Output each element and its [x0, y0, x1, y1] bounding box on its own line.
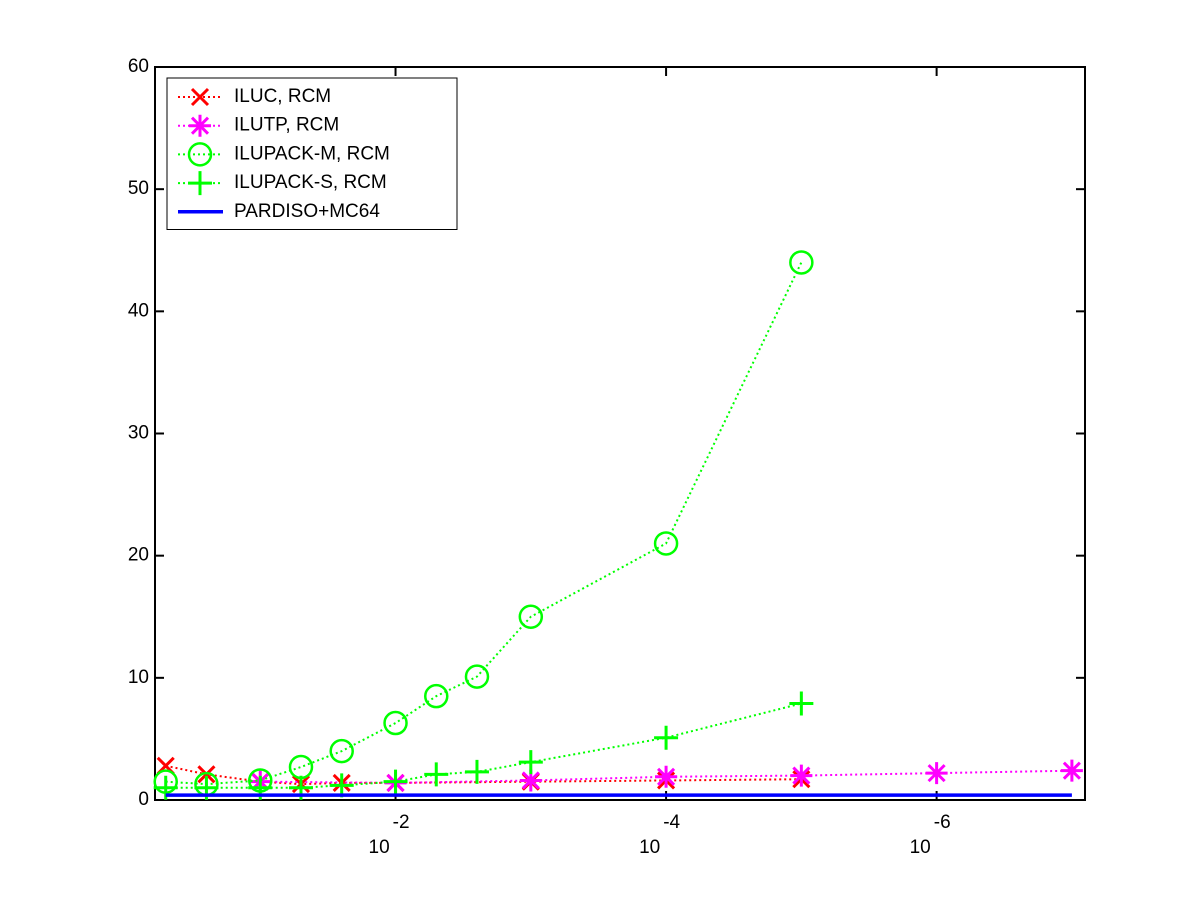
marker	[654, 725, 679, 750]
marker	[424, 762, 449, 787]
marker	[1060, 759, 1083, 782]
legend-marker	[187, 142, 213, 167]
legend-marker	[188, 171, 212, 196]
legend-marker	[190, 87, 210, 107]
legend-label: ILUC, RCM	[234, 86, 331, 107]
y-tick-label: 20	[128, 545, 149, 566]
marker	[789, 250, 814, 275]
marker	[329, 773, 354, 798]
marker	[518, 604, 544, 629]
y-tick-label: 40	[128, 300, 149, 321]
marker	[383, 710, 408, 736]
marker	[424, 683, 449, 709]
marker	[383, 769, 408, 794]
marker	[329, 738, 354, 764]
y-tick-label: 0	[138, 789, 149, 810]
legend-box	[166, 77, 458, 230]
y-tick-label: 10	[128, 667, 149, 688]
marker	[464, 759, 489, 784]
marker	[464, 664, 490, 689]
legend-marker	[189, 114, 211, 137]
marker	[925, 762, 948, 785]
y-tick-label: 30	[128, 423, 149, 444]
y-tick-label: 60	[128, 56, 149, 77]
legend-label: ILUPACK-M, RCM	[234, 143, 390, 164]
marker	[655, 765, 678, 788]
x-tick-label: 10-2	[369, 812, 410, 858]
legend-label: ILUPACK-S, RCM	[234, 172, 387, 193]
marker	[518, 750, 543, 775]
legend-label: PARDISO+MC64	[234, 201, 380, 222]
y-tick-label: 50	[128, 178, 149, 199]
marker	[653, 531, 679, 556]
series-line	[165, 764, 802, 786]
marker	[789, 691, 814, 716]
series-line	[165, 262, 803, 786]
marker	[790, 764, 813, 787]
x-tick-label: 10-4	[639, 812, 680, 858]
marker	[519, 769, 542, 792]
x-tick-label: 10-6	[910, 812, 951, 858]
legend-label: ILUTP, RCM	[234, 115, 339, 136]
